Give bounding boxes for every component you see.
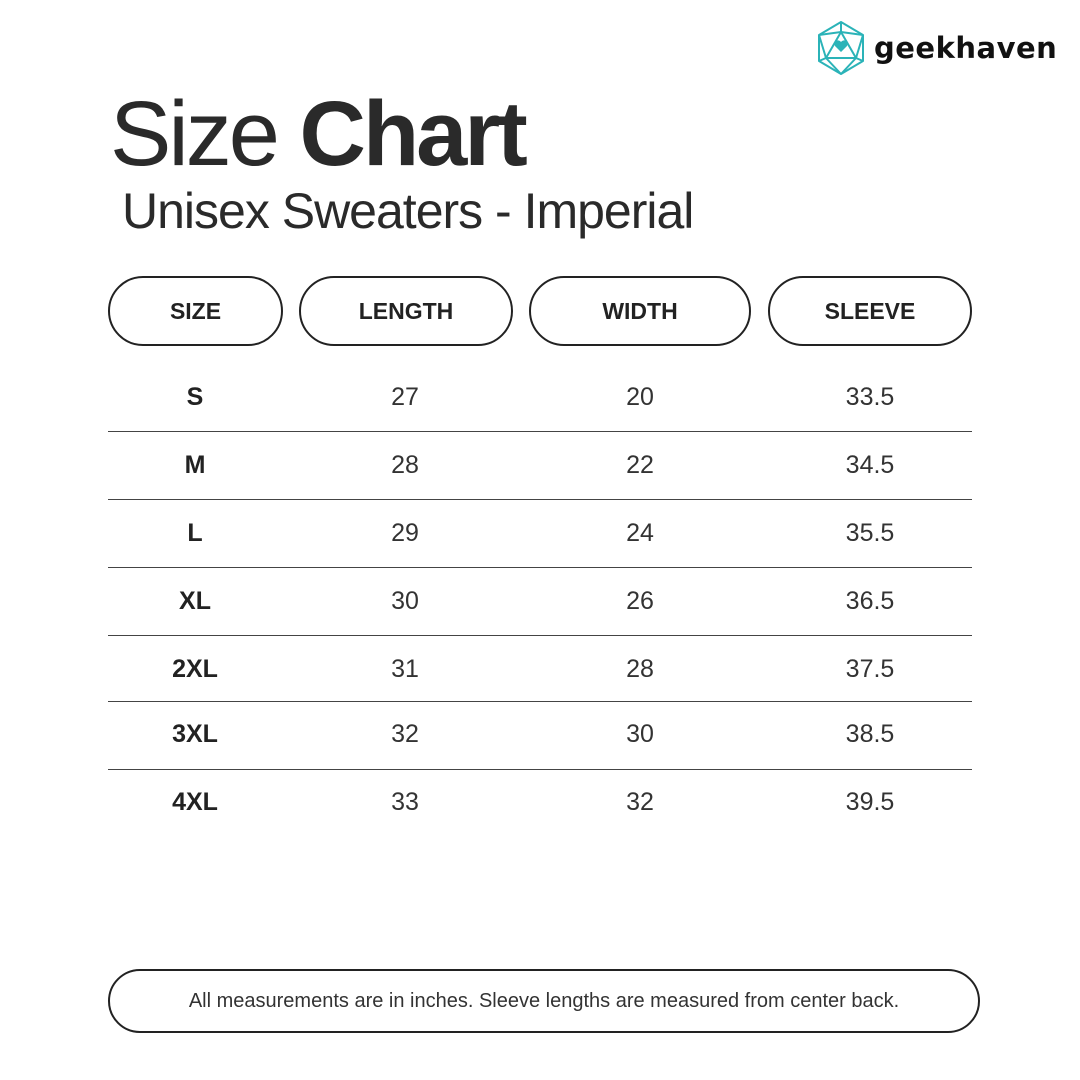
header-sleeve: SLEEVE <box>768 276 972 346</box>
row-divider <box>108 431 972 432</box>
title-light: Size <box>110 83 280 185</box>
row-divider <box>108 769 972 770</box>
table-row: 3XL 32 30 38.5 <box>108 700 972 768</box>
width-cell: 30 <box>626 720 654 748</box>
sleeve-cell: 37.5 <box>845 655 895 683</box>
table-row: XL 30 26 36.5 <box>108 567 972 635</box>
d20-heart-icon <box>818 21 864 75</box>
size-cell: M <box>184 451 206 479</box>
length-cell: 27 <box>391 383 419 411</box>
sleeve-cell: 36.5 <box>845 587 895 615</box>
row-divider <box>108 499 972 500</box>
row-divider <box>108 567 972 568</box>
length-cell: 30 <box>391 587 419 615</box>
size-cell: S <box>186 383 204 411</box>
length-cell: 33 <box>391 788 419 816</box>
footer-note: All measurements are in inches. Sleeve l… <box>108 969 980 1033</box>
width-cell: 26 <box>626 587 654 615</box>
size-cell: XL <box>179 587 211 615</box>
header-size: SIZE <box>108 276 283 346</box>
row-divider <box>108 701 972 702</box>
size-cell: L <box>187 519 203 547</box>
width-cell: 28 <box>626 655 654 683</box>
table-row: L 29 24 35.5 <box>108 499 972 567</box>
width-cell: 32 <box>626 788 654 816</box>
page-title: Size Chart <box>110 82 528 187</box>
title-bold: Chart <box>299 83 528 185</box>
sleeve-cell: 33.5 <box>845 383 895 411</box>
length-cell: 29 <box>391 519 419 547</box>
header-width: WIDTH <box>529 276 751 346</box>
table-row: 4XL 33 32 39.5 <box>108 768 972 836</box>
table-row: M 28 22 34.5 <box>108 431 972 499</box>
width-cell: 20 <box>626 383 654 411</box>
table-row: S 27 20 33.5 <box>108 363 972 431</box>
width-cell: 24 <box>626 519 654 547</box>
length-cell: 32 <box>391 720 419 748</box>
header-length: LENGTH <box>299 276 513 346</box>
sleeve-cell: 34.5 <box>845 451 895 479</box>
width-cell: 22 <box>626 451 654 479</box>
length-cell: 28 <box>391 451 419 479</box>
table-row: 2XL 31 28 37.5 <box>108 635 972 703</box>
brand-name: geekhaven <box>874 31 1058 65</box>
size-cell: 2XL <box>172 655 218 683</box>
page-subtitle: Unisex Sweaters - Imperial <box>122 183 694 239</box>
row-divider <box>108 635 972 636</box>
length-cell: 31 <box>391 655 419 683</box>
brand-logo: geekhaven <box>816 20 1057 76</box>
sleeve-cell: 39.5 <box>845 788 895 816</box>
sleeve-cell: 38.5 <box>845 720 895 748</box>
sleeve-cell: 35.5 <box>845 519 895 547</box>
size-cell: 3XL <box>172 720 218 748</box>
size-cell: 4XL <box>172 788 218 816</box>
